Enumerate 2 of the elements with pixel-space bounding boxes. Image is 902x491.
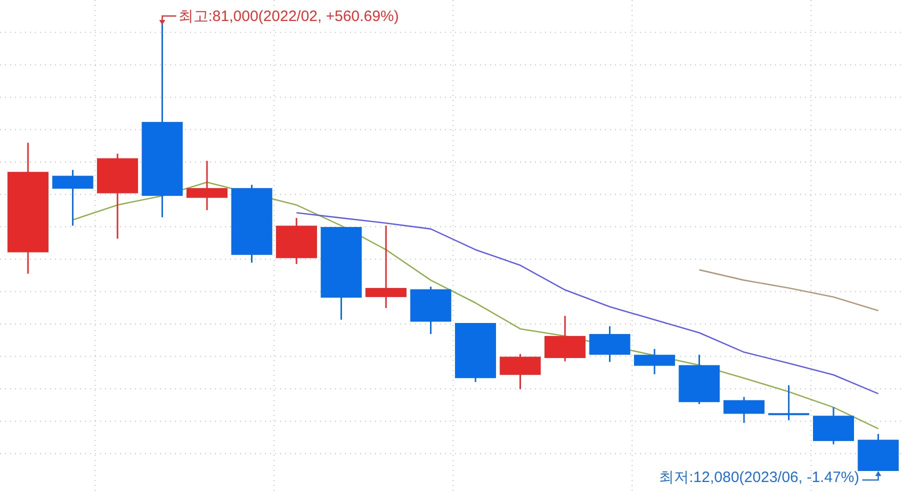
annotation: 최저:12,080(2023/06, -1.47%)	[659, 469, 860, 486]
annotation: 최고:81,000(2022/02, +560.69%)	[178, 8, 399, 25]
